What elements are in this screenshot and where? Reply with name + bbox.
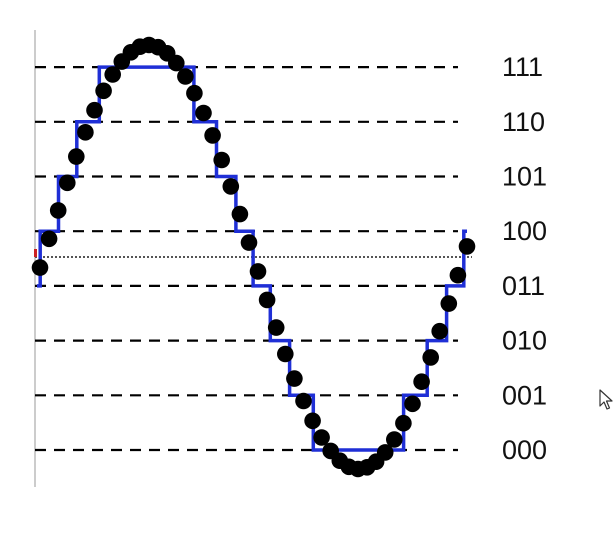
level-label-110: 110 <box>502 107 545 137</box>
sample-point <box>177 68 194 85</box>
sample-point <box>95 82 112 100</box>
sample-point <box>286 370 303 387</box>
sample-point <box>49 202 67 219</box>
sample-point <box>40 230 58 248</box>
sample-point <box>86 101 103 119</box>
sample-point <box>68 148 85 165</box>
sample-point <box>376 444 394 461</box>
sample-point <box>104 66 121 83</box>
level-label-001: 001 <box>502 380 547 410</box>
sample-point <box>258 291 276 309</box>
level-label-111: 111 <box>502 52 543 82</box>
sample-point <box>440 295 458 312</box>
sample-point <box>395 414 412 432</box>
sample-point <box>168 54 185 72</box>
sample-points <box>31 36 476 478</box>
sample-point <box>204 127 221 144</box>
sample-point <box>31 259 49 276</box>
sample-point <box>267 319 285 336</box>
sample-point <box>59 174 76 192</box>
sample-point <box>404 395 421 413</box>
sample-point <box>386 431 403 448</box>
level-labels: 111 110 101 100 011 010 001 000 <box>502 52 547 465</box>
sample-point <box>295 392 312 410</box>
level-lines <box>35 65 458 452</box>
level-label-101: 101 <box>502 162 547 192</box>
level-label-000: 000 <box>502 435 547 465</box>
sample-point <box>313 429 330 446</box>
start-marker <box>34 249 37 257</box>
sample-point <box>77 124 94 141</box>
level-label-010: 010 <box>502 326 547 356</box>
sample-point <box>195 104 212 122</box>
quantized-staircase <box>37 65 467 452</box>
sample-point <box>231 205 249 223</box>
sample-point <box>304 412 321 430</box>
level-label-100: 100 <box>502 216 547 246</box>
sample-point <box>249 263 267 280</box>
sample-point <box>458 238 476 255</box>
sample-point <box>422 349 440 366</box>
sample-point <box>186 84 203 102</box>
sample-point <box>431 322 449 340</box>
sample-point <box>413 373 430 391</box>
mouse-pointer-icon <box>599 389 613 410</box>
sample-point <box>240 234 258 251</box>
sample-point <box>277 345 294 363</box>
sample-point <box>213 151 230 169</box>
sample-point <box>449 266 467 284</box>
sample-point <box>222 178 240 195</box>
level-label-011: 011 <box>502 271 545 301</box>
